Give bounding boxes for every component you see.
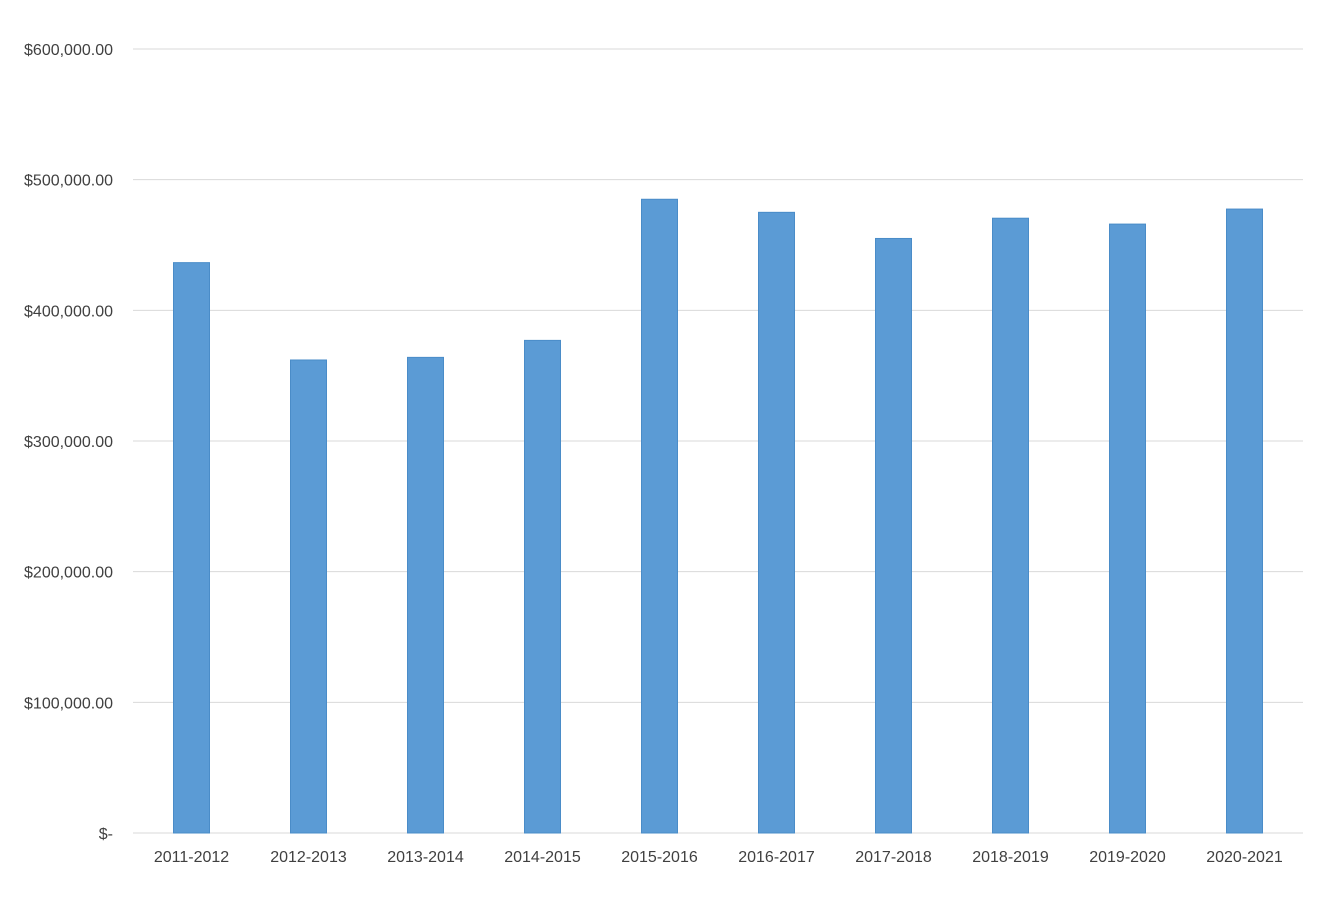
x-tick-label: 2020-2021	[1206, 849, 1283, 866]
x-tick-label: 2012-2013	[270, 849, 347, 866]
y-tick-label: $500,000.00	[24, 173, 113, 190]
bar-2020-2021	[1226, 208, 1263, 834]
y-tick-label: $100,000.00	[24, 695, 113, 712]
bar-2018-2019	[992, 217, 1029, 834]
y-tick-label: $200,000.00	[24, 565, 113, 582]
y-tick-label: $-	[99, 826, 113, 843]
x-tick-label: 2016-2017	[738, 849, 815, 866]
y-tick-label: $600,000.00	[24, 42, 113, 59]
bar-2015-2016	[641, 198, 678, 834]
bars	[173, 198, 1263, 834]
bar-2014-2015	[524, 339, 561, 834]
x-tick-label: 2013-2014	[387, 849, 464, 866]
x-tick-label: 2019-2020	[1089, 849, 1166, 866]
x-tick-label: 2014-2015	[504, 849, 581, 866]
x-tick-label: 2017-2018	[855, 849, 932, 866]
gridlines	[133, 48, 1303, 834]
bar-2016-2017	[758, 211, 795, 834]
x-axis-tick-labels: 2011-2012 2012-2013 2013-2014 2014-2015 2015…	[154, 849, 1283, 866]
y-tick-label: $400,000.00	[24, 303, 113, 320]
bar-2019-2020	[1109, 223, 1146, 834]
bar-2011-2012	[173, 262, 210, 834]
y-tick-label: $300,000.00	[24, 434, 113, 451]
bar-2017-2018	[875, 237, 912, 834]
x-tick-label: 2015-2016	[621, 849, 698, 866]
x-tick-label: 2018-2019	[972, 849, 1049, 866]
bar-2013-2014	[407, 356, 444, 834]
bar-2012-2013	[290, 359, 327, 834]
y-axis-tick-labels: $- $100,000.00 $200,000.00 $300,000.00 $400,…	[24, 42, 113, 843]
x-tick-label: 2011-2012	[154, 849, 229, 866]
